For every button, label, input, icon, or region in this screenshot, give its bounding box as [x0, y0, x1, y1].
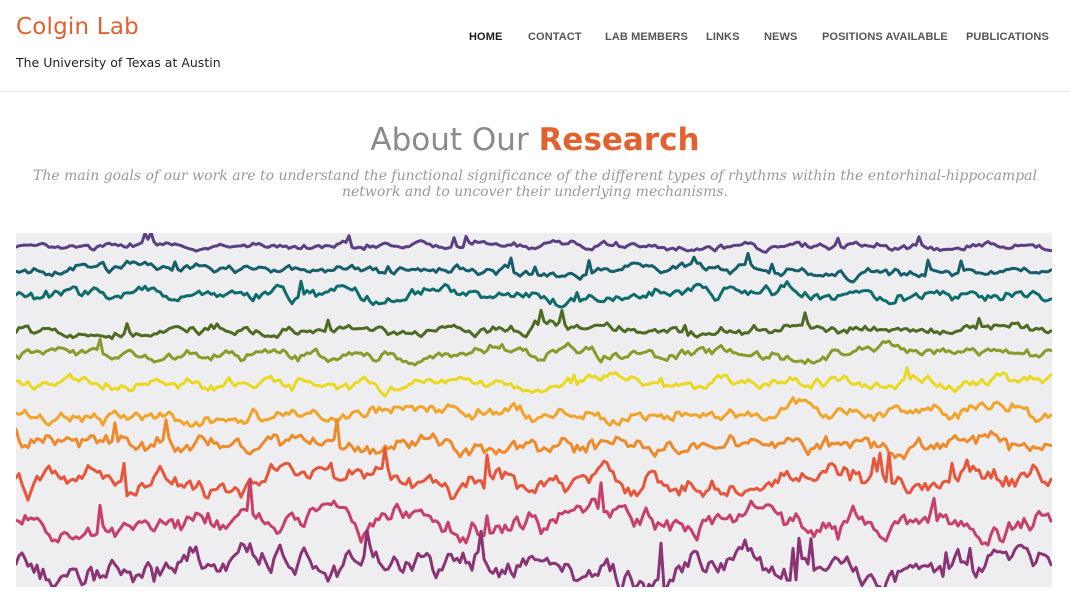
eeg-trace [16, 308, 1052, 341]
eeg-traces-graphic [16, 233, 1052, 587]
site-tagline: The University of Texas at Austin [16, 55, 221, 70]
eeg-trace [16, 529, 1052, 587]
eeg-traces-image [16, 233, 1052, 587]
eeg-trace [16, 478, 1052, 547]
nav-item-publications[interactable]: PUBLICATIONS [966, 31, 1049, 43]
main-nav: HOME CONTACT LAB MEMBERS LINKS NEWS POSI… [0, 31, 1070, 47]
research-heading: About Our Research [0, 118, 1070, 162]
eeg-trace [16, 251, 1052, 284]
eeg-trace [16, 233, 1052, 254]
eeg-trace [16, 337, 1052, 367]
nav-item-home[interactable]: HOME [469, 31, 503, 43]
nav-item-news[interactable]: NEWS [764, 31, 798, 43]
site-header: Colgin Lab The University of Texas at Au… [0, 0, 1070, 92]
research-heading-plain: About Our [370, 122, 529, 158]
nav-item-links[interactable]: LINKS [706, 31, 740, 43]
nav-item-positions-available[interactable]: POSITIONS AVAILABLE [822, 31, 948, 43]
eeg-trace [16, 279, 1052, 309]
eeg-trace [16, 447, 1052, 502]
research-intro: The main goals of our work are to unders… [33, 168, 1037, 200]
nav-item-contact[interactable]: CONTACT [528, 31, 582, 43]
eeg-trace [16, 366, 1052, 398]
site-title[interactable]: Colgin Lab [16, 14, 139, 40]
research-heading-accent: Research [538, 122, 700, 158]
eeg-trace [16, 396, 1052, 428]
nav-item-lab-members[interactable]: LAB MEMBERS [605, 31, 688, 43]
eeg-trace [16, 418, 1052, 461]
